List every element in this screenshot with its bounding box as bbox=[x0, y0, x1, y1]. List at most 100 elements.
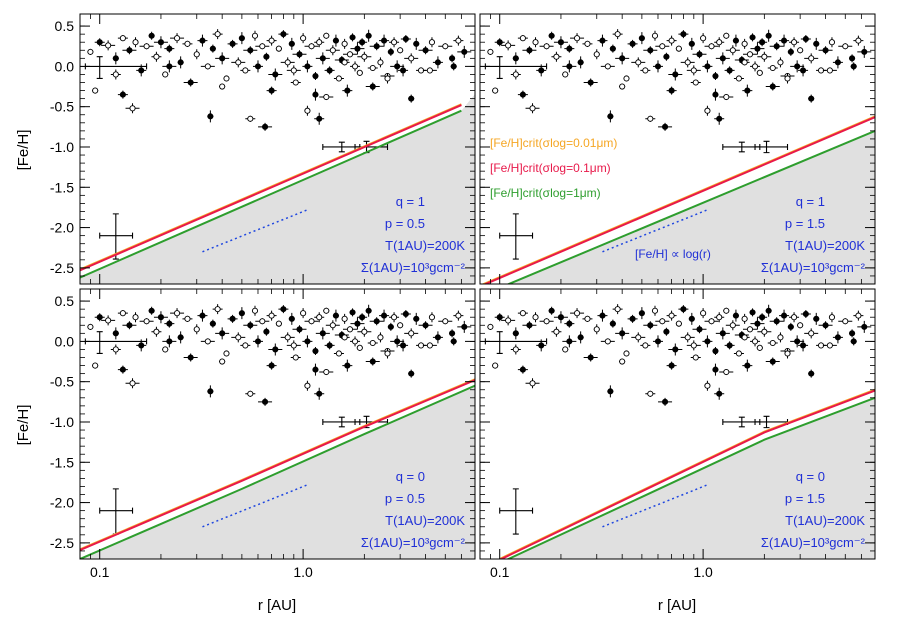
scatter-point bbox=[177, 59, 184, 66]
sigma-label: Σ(1AU)=10³gcm⁻² bbox=[361, 535, 466, 550]
scatter-point bbox=[354, 320, 361, 327]
scatter-point bbox=[566, 45, 573, 52]
scatter-point bbox=[784, 75, 791, 82]
scatter-point bbox=[132, 39, 139, 46]
scatter-point bbox=[380, 312, 388, 319]
scatter-point bbox=[341, 334, 348, 341]
y-tick-label: 0.5 bbox=[55, 293, 75, 309]
y-tick-label: 0.5 bbox=[55, 18, 75, 34]
scatter-point bbox=[548, 307, 555, 314]
scatter-point bbox=[808, 370, 815, 377]
scatter-point bbox=[741, 40, 748, 47]
scatter-point bbox=[769, 339, 776, 347]
scatter-point bbox=[229, 40, 236, 47]
scatter-point bbox=[732, 37, 739, 44]
t-label: T(1AU)=200K bbox=[385, 238, 465, 253]
scatter-point bbox=[704, 382, 711, 389]
scatter-point bbox=[519, 366, 526, 373]
scatter-point bbox=[761, 328, 768, 335]
scatter-point bbox=[377, 334, 384, 341]
scatter-point bbox=[292, 79, 299, 86]
scatter-point bbox=[162, 71, 169, 78]
scatter-point bbox=[668, 362, 675, 369]
scatter-point bbox=[573, 35, 581, 42]
scatter-point bbox=[849, 330, 856, 337]
sigma-label: Σ(1AU)=10³gcm⁻² bbox=[361, 260, 466, 275]
scatter-point bbox=[754, 320, 761, 327]
scatter-point bbox=[684, 334, 691, 341]
scatter-point bbox=[341, 59, 348, 66]
scatter-point bbox=[834, 59, 841, 66]
scatter-point bbox=[157, 314, 164, 321]
scatter-point bbox=[746, 51, 754, 58]
scatter-point bbox=[173, 35, 181, 42]
scatter-point bbox=[855, 37, 862, 44]
scatter-point bbox=[704, 107, 711, 114]
scatter-point bbox=[346, 51, 354, 58]
x-axis-label: r [AU] bbox=[258, 597, 296, 614]
scatter-point bbox=[791, 314, 798, 321]
scatter-point bbox=[312, 366, 319, 373]
error-cross bbox=[99, 488, 134, 535]
scatter-point bbox=[259, 43, 266, 50]
scatter-point bbox=[538, 342, 545, 349]
scatter-point bbox=[461, 323, 468, 330]
scatter-point bbox=[361, 53, 368, 60]
scatter-point bbox=[505, 42, 512, 49]
scatter-point bbox=[808, 330, 815, 337]
scatter-point bbox=[268, 37, 275, 44]
scatter-point bbox=[184, 315, 191, 322]
scatter-point bbox=[417, 67, 425, 74]
scatter-point bbox=[96, 314, 103, 321]
scatter-point bbox=[199, 312, 206, 319]
scatter-point bbox=[773, 318, 780, 325]
scatter-point bbox=[214, 306, 221, 313]
scatter-point bbox=[587, 354, 594, 361]
scatter-point bbox=[834, 334, 841, 341]
scatter-point bbox=[397, 322, 404, 329]
scatter-point bbox=[193, 51, 200, 58]
scatter-point bbox=[794, 63, 801, 70]
scatter-point bbox=[262, 123, 269, 130]
scatter-point bbox=[672, 71, 679, 78]
scatter-point bbox=[263, 328, 270, 335]
scatter-point bbox=[290, 67, 297, 74]
error-cross bbox=[354, 415, 389, 429]
scatter-point bbox=[332, 37, 339, 44]
scatter-point bbox=[344, 362, 351, 369]
scatter-point bbox=[496, 39, 503, 46]
scatter-point bbox=[132, 314, 139, 321]
scatter-point bbox=[247, 47, 254, 54]
scatter-point bbox=[112, 71, 119, 78]
scatter-point bbox=[238, 310, 245, 317]
scatter-point bbox=[532, 39, 539, 46]
scatter-point bbox=[700, 35, 707, 42]
scatter-point bbox=[296, 51, 303, 58]
y-tick-label: -2.5 bbox=[50, 535, 74, 551]
error-cross bbox=[722, 416, 761, 428]
scatter-point bbox=[765, 32, 772, 39]
scatter-point bbox=[662, 398, 669, 405]
scatter-point bbox=[272, 71, 279, 78]
scatter-point bbox=[692, 79, 699, 86]
scatter-point bbox=[384, 75, 391, 82]
scatter-point bbox=[672, 346, 679, 353]
scatter-point bbox=[726, 342, 733, 349]
x-tick-label: 1.0 bbox=[293, 564, 313, 580]
scatter-point bbox=[723, 307, 730, 314]
scatter-point bbox=[512, 346, 519, 353]
scatter-point bbox=[619, 358, 626, 365]
scatter-point bbox=[487, 323, 494, 330]
scatter-point bbox=[434, 59, 441, 66]
scatter-point bbox=[668, 87, 675, 94]
scatter-point bbox=[449, 55, 456, 62]
scatter-point bbox=[505, 317, 512, 324]
scatter-point bbox=[251, 307, 259, 314]
x-tick-label: 0.1 bbox=[490, 564, 510, 580]
scatter-point bbox=[769, 358, 776, 365]
scatter-point bbox=[817, 67, 825, 74]
shaded-region bbox=[480, 393, 875, 559]
scatter-point bbox=[373, 43, 380, 50]
scatter-point bbox=[512, 330, 519, 337]
scatter-point bbox=[223, 75, 230, 82]
